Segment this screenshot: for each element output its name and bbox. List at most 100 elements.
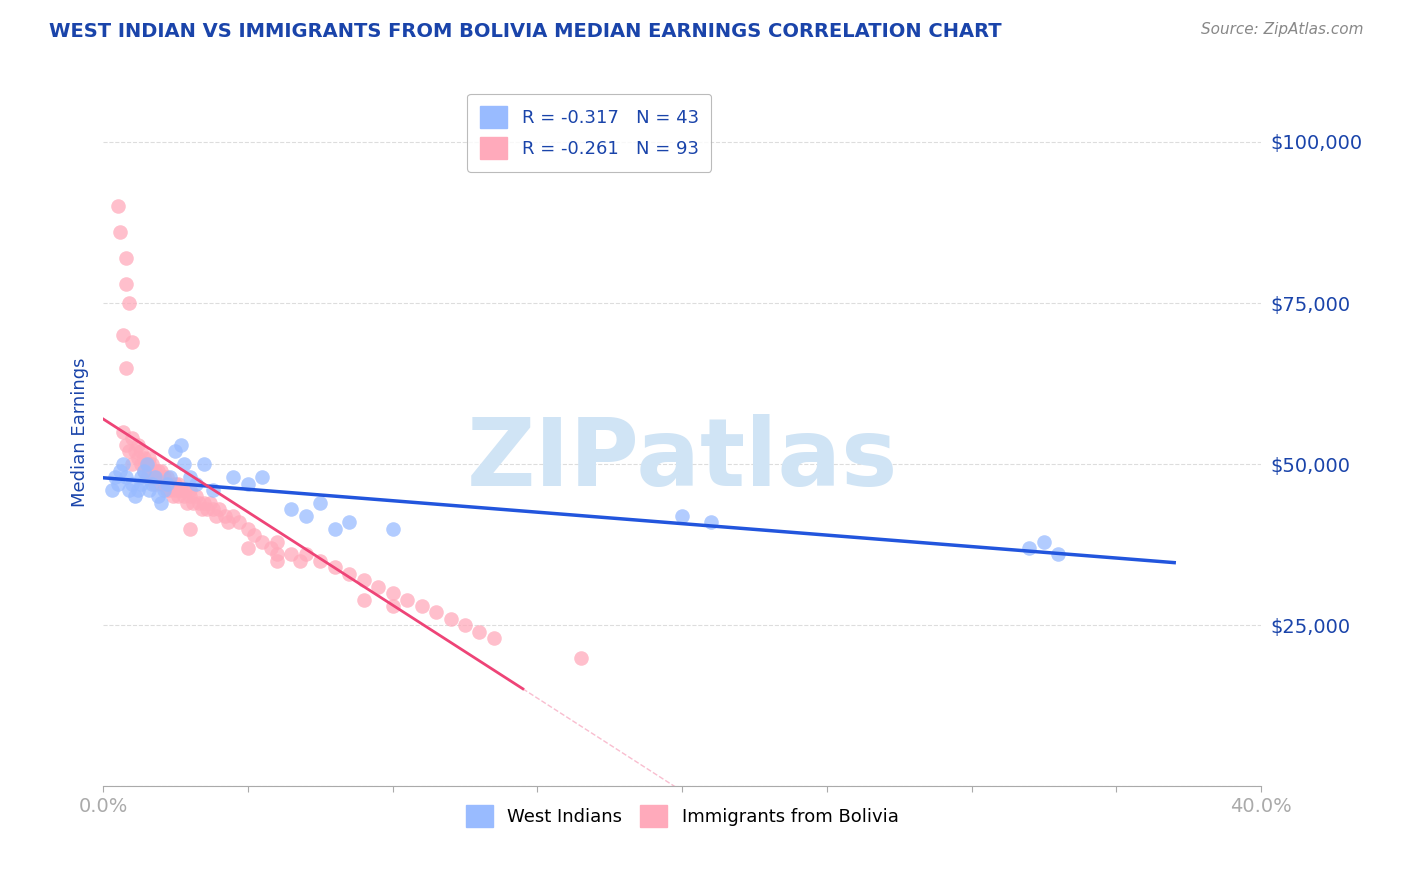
Point bbox=[115, 360, 138, 375]
Point bbox=[138, 450, 160, 465]
Point bbox=[129, 476, 152, 491]
Point bbox=[150, 464, 173, 478]
Point bbox=[381, 599, 404, 613]
Point bbox=[165, 476, 187, 491]
Point bbox=[107, 199, 129, 213]
Y-axis label: Median Earnings: Median Earnings bbox=[72, 357, 89, 507]
Point bbox=[323, 522, 346, 536]
Point bbox=[1018, 541, 1040, 555]
Point bbox=[190, 502, 212, 516]
Point bbox=[115, 251, 138, 265]
Point bbox=[353, 592, 375, 607]
Point bbox=[228, 515, 250, 529]
Point bbox=[118, 483, 141, 497]
Point bbox=[381, 586, 404, 600]
Point bbox=[468, 624, 491, 639]
Point bbox=[193, 457, 215, 471]
Point bbox=[309, 496, 332, 510]
Point bbox=[156, 483, 179, 497]
Point bbox=[179, 483, 201, 497]
Point bbox=[153, 483, 176, 497]
Point bbox=[138, 457, 160, 471]
Point bbox=[236, 541, 259, 555]
Point bbox=[202, 483, 225, 497]
Point bbox=[187, 496, 209, 510]
Point bbox=[193, 496, 215, 510]
Point bbox=[280, 502, 302, 516]
Point bbox=[124, 490, 146, 504]
Point bbox=[173, 483, 195, 497]
Point bbox=[129, 444, 152, 458]
Point bbox=[179, 470, 201, 484]
Point bbox=[439, 612, 461, 626]
Point bbox=[135, 457, 157, 471]
Point bbox=[294, 548, 316, 562]
Point bbox=[353, 573, 375, 587]
Point bbox=[294, 508, 316, 523]
Point bbox=[115, 277, 138, 291]
Point bbox=[184, 476, 207, 491]
Point bbox=[170, 483, 193, 497]
Point bbox=[150, 476, 173, 491]
Point bbox=[252, 470, 274, 484]
Point bbox=[127, 438, 149, 452]
Point bbox=[115, 470, 138, 484]
Point bbox=[162, 490, 184, 504]
Text: Source: ZipAtlas.com: Source: ZipAtlas.com bbox=[1201, 22, 1364, 37]
Point bbox=[127, 450, 149, 465]
Point bbox=[159, 483, 181, 497]
Point bbox=[252, 534, 274, 549]
Point bbox=[454, 618, 477, 632]
Point bbox=[700, 515, 723, 529]
Point bbox=[124, 444, 146, 458]
Point bbox=[121, 457, 143, 471]
Point bbox=[101, 483, 124, 497]
Point bbox=[159, 470, 181, 484]
Text: ZIPatlas: ZIPatlas bbox=[467, 414, 898, 507]
Point bbox=[425, 606, 447, 620]
Point bbox=[367, 580, 389, 594]
Point bbox=[242, 528, 264, 542]
Point bbox=[112, 457, 135, 471]
Point bbox=[236, 522, 259, 536]
Point bbox=[143, 476, 166, 491]
Point bbox=[337, 566, 360, 581]
Point bbox=[222, 470, 245, 484]
Point bbox=[138, 464, 160, 478]
Point bbox=[110, 225, 132, 239]
Point bbox=[167, 476, 190, 491]
Point bbox=[173, 490, 195, 504]
Point bbox=[202, 502, 225, 516]
Point bbox=[323, 560, 346, 574]
Point bbox=[181, 496, 204, 510]
Point bbox=[146, 464, 169, 478]
Point bbox=[288, 554, 311, 568]
Point bbox=[112, 328, 135, 343]
Point bbox=[146, 470, 169, 484]
Point bbox=[1047, 548, 1070, 562]
Point bbox=[115, 438, 138, 452]
Point bbox=[127, 483, 149, 497]
Point bbox=[146, 490, 169, 504]
Point bbox=[121, 476, 143, 491]
Point bbox=[143, 470, 166, 484]
Point bbox=[159, 476, 181, 491]
Point bbox=[135, 457, 157, 471]
Point bbox=[143, 470, 166, 484]
Point bbox=[208, 502, 231, 516]
Point bbox=[107, 476, 129, 491]
Point bbox=[156, 470, 179, 484]
Point bbox=[195, 502, 218, 516]
Point bbox=[121, 334, 143, 349]
Point bbox=[141, 457, 163, 471]
Point bbox=[132, 464, 155, 478]
Point bbox=[138, 483, 160, 497]
Point bbox=[482, 632, 505, 646]
Point bbox=[170, 438, 193, 452]
Point bbox=[110, 464, 132, 478]
Point bbox=[236, 476, 259, 491]
Point bbox=[222, 508, 245, 523]
Point bbox=[118, 296, 141, 310]
Point bbox=[141, 476, 163, 491]
Point bbox=[381, 522, 404, 536]
